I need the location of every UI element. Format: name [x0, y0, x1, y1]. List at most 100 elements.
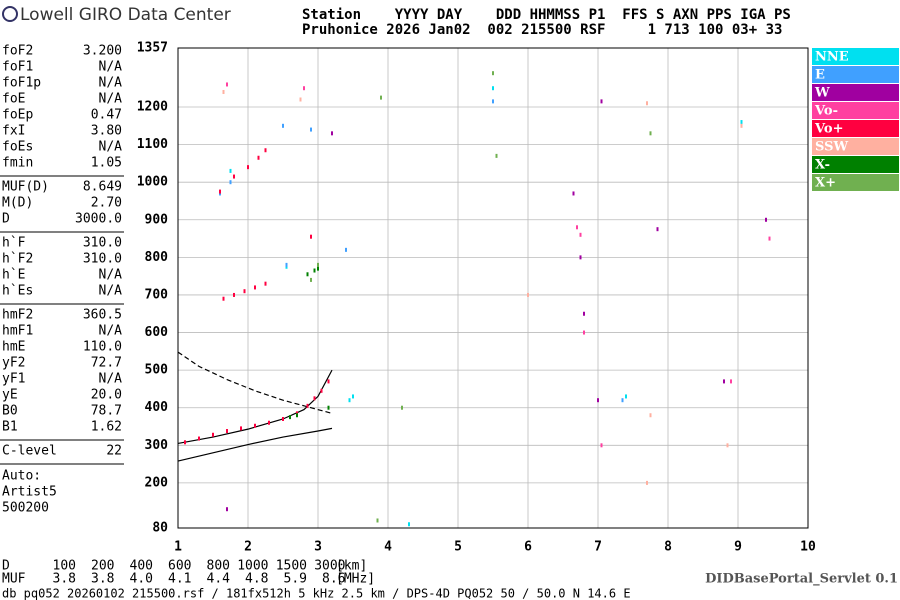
- profile-curve: [177, 351, 333, 414]
- param-value: N/A: [99, 92, 123, 107]
- echo: [320, 388, 323, 393]
- legend-swatch: [812, 84, 899, 101]
- legend-swatch: [812, 174, 899, 191]
- x-tick-label: 1: [174, 540, 182, 555]
- param-name: foF1p: [2, 76, 41, 91]
- legend-swatch: [812, 120, 899, 137]
- echo: [345, 247, 347, 252]
- echo: [299, 97, 302, 102]
- echo: [646, 101, 648, 106]
- echo: [313, 268, 316, 273]
- echo: [730, 379, 732, 384]
- echo: [583, 330, 585, 335]
- param-value: 3.80: [91, 124, 122, 139]
- param-value: N/A: [99, 372, 123, 387]
- x-tick-label: 7: [594, 540, 602, 555]
- param-value: 360.5: [83, 308, 122, 323]
- echo: [331, 131, 333, 136]
- echo: [254, 423, 256, 428]
- echo: [212, 432, 214, 437]
- echo: [229, 168, 232, 173]
- param-value: 1.62: [91, 420, 122, 435]
- distance: 400: [130, 559, 153, 574]
- y-tick-label: 1100: [137, 137, 168, 152]
- echo: [723, 379, 725, 384]
- param-name: B0: [2, 404, 18, 419]
- echo: [229, 180, 232, 185]
- x-tick-label: 5: [454, 540, 462, 555]
- echo: [492, 71, 494, 76]
- echo: [572, 191, 575, 196]
- echo: [646, 480, 648, 485]
- echo: [656, 227, 659, 232]
- y-tick-label: 500: [145, 363, 169, 378]
- echo: [492, 86, 494, 91]
- echo: [285, 262, 288, 267]
- param-name: yF1: [2, 372, 25, 387]
- param-name: h`F: [2, 236, 26, 251]
- scaling-text: Auto:: [2, 469, 41, 484]
- legend-swatch: [812, 66, 899, 83]
- distance: 600: [168, 559, 191, 574]
- param-value: 78.7: [91, 404, 122, 419]
- echo: [226, 429, 228, 434]
- param-value: 20.0: [91, 388, 122, 403]
- param-value: 310.0: [83, 236, 122, 251]
- y-tick-label: 1000: [137, 175, 168, 190]
- muf-value: 3.8: [91, 572, 114, 587]
- echo: [583, 311, 585, 316]
- y-tick-label: 300: [145, 438, 169, 453]
- param-value: 22: [106, 444, 122, 459]
- station-header: Station YYYY DAY DDD HHMMSS P1 FFS S AXN…: [302, 7, 791, 23]
- y-tick-label: 700: [145, 287, 169, 302]
- x-tick-label: 4: [384, 540, 392, 555]
- station-values: Pruhonice 2026 Jan02 002 215500 RSF 1 71…: [302, 22, 782, 38]
- brand: Lowell GIRO Data Center: [20, 5, 231, 25]
- param-name: foE: [2, 92, 25, 107]
- scaling-text: 500200: [2, 501, 49, 516]
- echo: [621, 398, 624, 403]
- x-tick-label: 10: [800, 540, 816, 555]
- echo: [765, 217, 767, 222]
- echo: [408, 522, 410, 527]
- param-name: fxI: [2, 124, 25, 139]
- echo: [740, 123, 743, 128]
- param-value: N/A: [99, 268, 123, 283]
- echo: [740, 120, 743, 125]
- param-name: foF1: [2, 60, 33, 75]
- echo: [313, 396, 316, 401]
- param-value: 0.47: [91, 108, 122, 123]
- param-name: h`F2: [2, 252, 33, 267]
- x-tick-label: 6: [524, 540, 532, 555]
- echo: [254, 285, 256, 290]
- echo: [310, 127, 312, 132]
- echo: [600, 99, 603, 104]
- echo: [376, 518, 379, 523]
- echo: [268, 420, 270, 425]
- param-name: B1: [2, 420, 18, 435]
- echo: [289, 415, 291, 420]
- param-name: foF2: [2, 44, 33, 59]
- distance: 1000: [237, 559, 268, 574]
- param-value: N/A: [99, 284, 123, 299]
- x-tick-label: 9: [734, 540, 742, 555]
- echo: [492, 99, 494, 104]
- y-tick-label: 600: [145, 325, 169, 340]
- param-name: D: [2, 212, 10, 227]
- param-value: 310.0: [83, 252, 122, 267]
- param-name: MUF(D): [2, 180, 49, 195]
- echo: [198, 436, 200, 441]
- legend-label: W: [814, 86, 830, 101]
- param-value: 110.0: [83, 340, 122, 355]
- legend-label: Vo+: [814, 122, 843, 137]
- echo: [317, 262, 319, 267]
- d-label: D: [2, 559, 10, 574]
- echo: [625, 394, 627, 399]
- muf-value: 4.4: [207, 572, 231, 587]
- param-name: hmF1: [2, 324, 33, 339]
- plot-frame: [177, 47, 809, 529]
- x-tick-label: 8: [664, 540, 672, 555]
- footer-source: db pq052 20260102 215500.rsf / 181fx512h…: [2, 587, 631, 600]
- param-name: yE: [2, 388, 18, 403]
